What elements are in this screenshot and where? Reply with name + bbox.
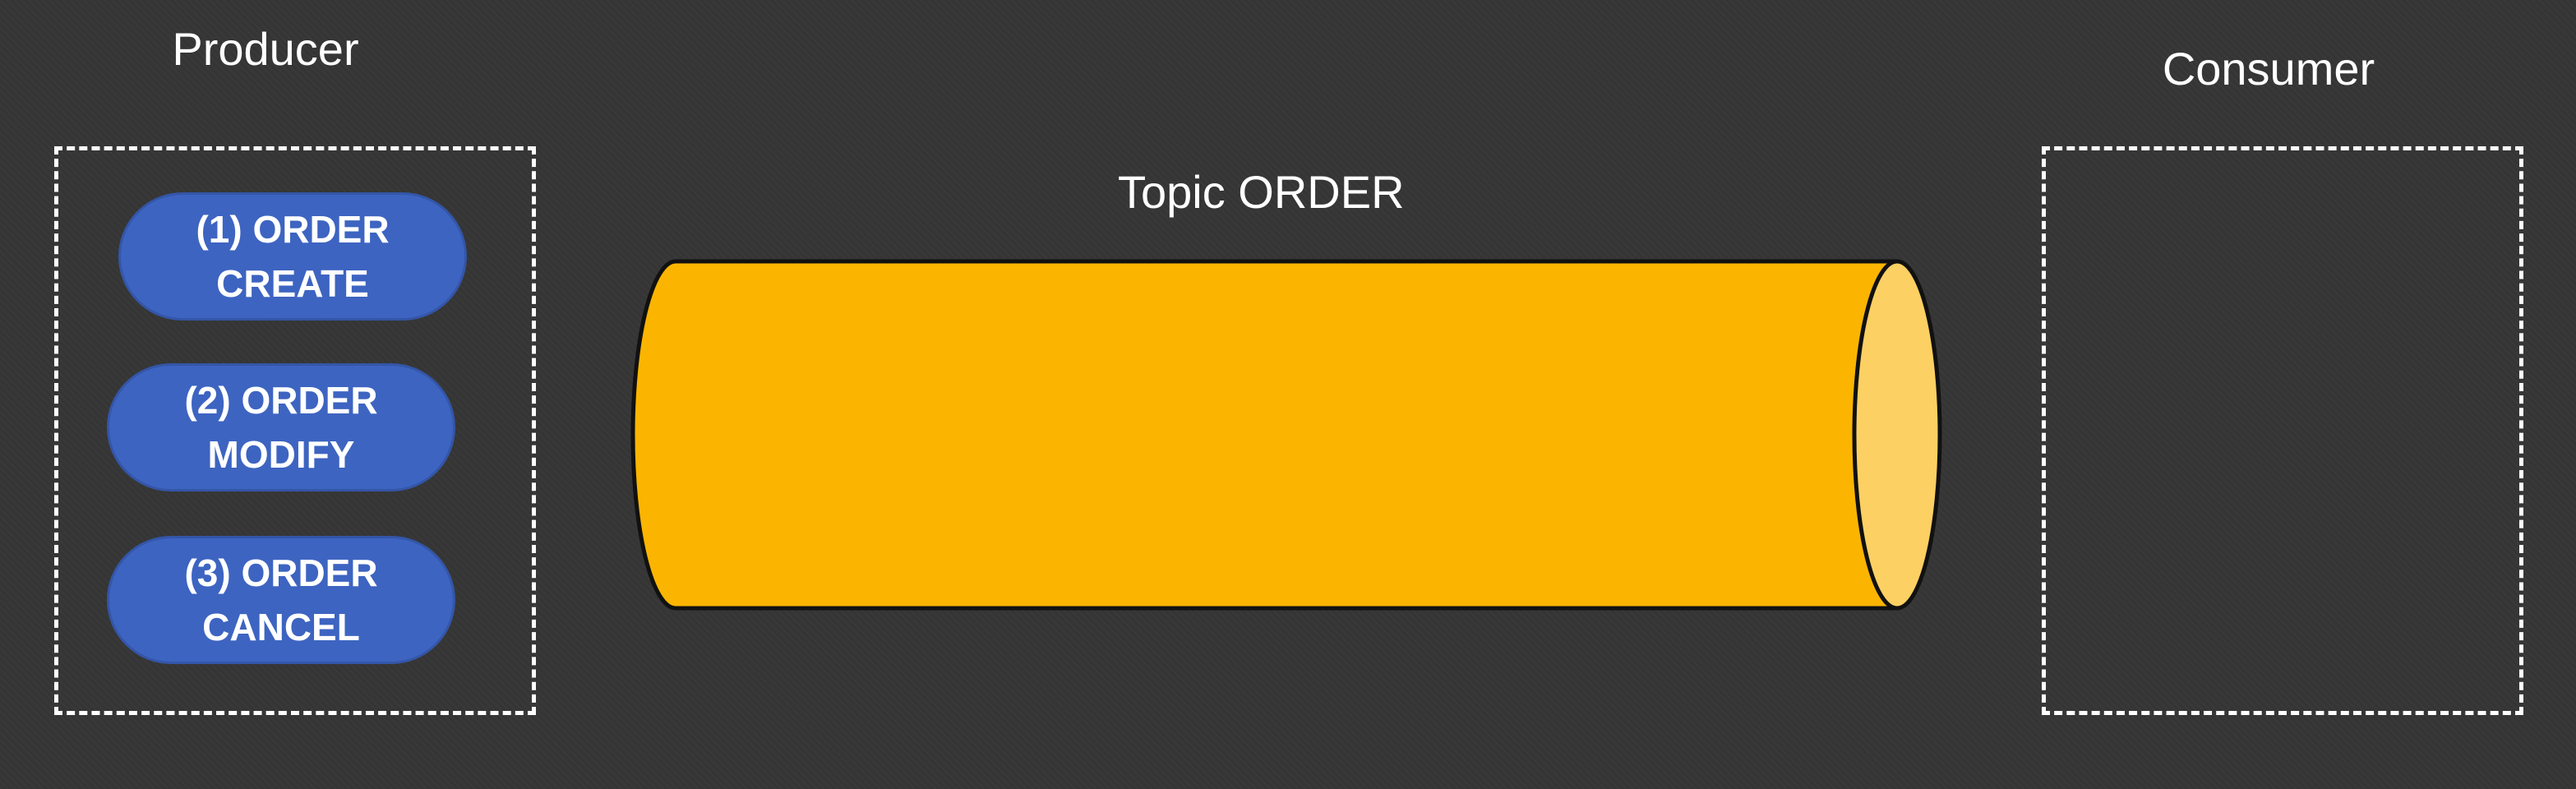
message-order-create: (1) ORDER CREATE <box>118 192 467 321</box>
topic-title: Topic ORDER <box>1118 166 1405 218</box>
message-order-cancel: (3) ORDER CANCEL <box>107 536 455 664</box>
message-order-modify: (2) ORDER MODIFY <box>107 363 455 491</box>
consumer-container <box>2042 146 2523 715</box>
topic-cylinder-end <box>1852 259 1942 611</box>
message-label: (3) ORDER CANCEL <box>184 551 378 648</box>
message-label: (2) ORDER MODIFY <box>184 379 378 476</box>
message-label: (1) ORDER CREATE <box>196 208 390 305</box>
consumer-title: Consumer <box>2162 43 2375 95</box>
producer-title: Producer <box>172 23 359 75</box>
producer-container <box>54 146 536 715</box>
topic-cylinder-body <box>630 259 1900 611</box>
